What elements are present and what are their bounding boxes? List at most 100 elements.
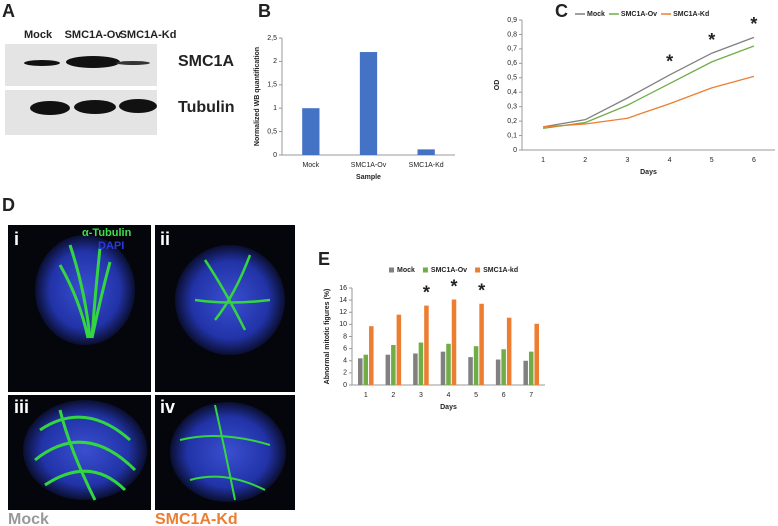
- bar: [479, 303, 484, 385]
- panel-letter: C: [555, 1, 568, 21]
- x-tick-label: 6: [752, 157, 756, 164]
- bar: [417, 149, 435, 155]
- bar: [446, 343, 451, 385]
- y-tick-label: 0,7: [507, 46, 517, 53]
- bar: [424, 305, 429, 385]
- image-label: i: [14, 229, 19, 249]
- bar: [523, 360, 528, 385]
- x-tick-label: 6: [502, 392, 506, 399]
- legend-swatch: [389, 267, 394, 273]
- bar: [359, 52, 378, 155]
- annotation: *: [708, 30, 715, 50]
- bar: [302, 108, 320, 155]
- y-tick-label: 0: [273, 152, 277, 159]
- legend-swatch: [422, 267, 428, 273]
- bar: [451, 299, 457, 385]
- band: [24, 60, 60, 66]
- legend-label: SMC1A-Ov: [431, 267, 467, 274]
- x-tick-label: 5: [474, 392, 478, 399]
- bar: [418, 342, 424, 385]
- x-tick-label: 2: [583, 157, 587, 164]
- panel-letter: E: [318, 249, 330, 269]
- image-label: ii: [160, 229, 170, 249]
- y-tick-label: 6: [343, 345, 347, 352]
- y-tick-label: 14: [339, 297, 347, 304]
- y-tick-label: 0: [513, 147, 517, 154]
- y-tick-label: 16: [339, 285, 347, 292]
- legend-label: SMC1A-kd: [483, 267, 518, 274]
- y-tick-label: 1: [273, 105, 277, 112]
- x-axis-label: Days: [440, 404, 457, 411]
- y-tick-label: 0,3: [507, 104, 517, 111]
- bar: [369, 326, 374, 385]
- y-tick-label: 0,9: [507, 17, 517, 24]
- x-tick-label: 7: [529, 392, 533, 399]
- bar: [501, 349, 506, 385]
- image-label: iv: [160, 397, 175, 417]
- y-tick-label: 0,6: [507, 60, 517, 67]
- micrograph: [155, 225, 295, 392]
- bar: [506, 317, 512, 385]
- x-tick-label: 4: [447, 392, 451, 399]
- y-axis-label: Normalized WB quantification: [254, 47, 261, 146]
- x-tick-label: SMC1A-Ov: [351, 162, 387, 169]
- line: [542, 36, 755, 128]
- y-tick-label: 2,5: [267, 35, 277, 42]
- y-axis-label: OD: [494, 80, 501, 91]
- y-tick-label: 0,5: [507, 75, 517, 82]
- bar: [385, 354, 391, 385]
- x-tick-label: 1: [541, 157, 545, 164]
- x-tick-label: 3: [419, 392, 423, 399]
- band: [119, 99, 157, 113]
- annotation: *: [666, 52, 673, 72]
- y-tick-label: 2: [273, 58, 277, 65]
- legend-label: SMC1A-Kd: [673, 11, 709, 18]
- y-tick-label: 1,5: [267, 82, 277, 89]
- lane-label: Mock: [24, 29, 53, 41]
- y-tick-label: 10: [339, 321, 347, 328]
- row-label: SMC1A: [178, 53, 234, 70]
- x-axis-label: Sample: [356, 174, 381, 181]
- image-label: iii: [14, 397, 29, 417]
- legend-label: SMC1A-Ov: [621, 11, 657, 18]
- micrograph: [8, 225, 151, 392]
- bar: [440, 351, 446, 385]
- x-tick-label: SMC1A-Kd: [409, 162, 444, 169]
- band: [30, 101, 70, 115]
- x-tick-label: Mock: [302, 162, 319, 169]
- x-tick-label: 5: [710, 157, 714, 164]
- bar: [528, 351, 534, 385]
- bar: [495, 359, 501, 385]
- micrograph: [8, 395, 151, 510]
- bar: [534, 323, 539, 385]
- y-tick-label: 0,2: [507, 118, 517, 125]
- bar: [413, 353, 418, 385]
- y-tick-label: 0,8: [507, 31, 517, 38]
- panel-letter: D: [2, 195, 15, 215]
- lane-label: SMC1A-Ov: [65, 29, 123, 41]
- legend-swatch: [475, 267, 481, 273]
- y-tick-label: 0,4: [507, 89, 517, 96]
- band: [66, 56, 120, 68]
- bar: [363, 354, 369, 385]
- legend-label: Mock: [587, 11, 605, 18]
- line: [542, 45, 755, 129]
- band: [116, 61, 150, 65]
- bar: [391, 344, 396, 385]
- line: [543, 75, 755, 128]
- y-axis-label: Abnormal mitotic figures (%): [324, 289, 331, 385]
- y-tick-label: 2: [343, 370, 347, 377]
- y-tick-label: 0,1: [507, 132, 517, 139]
- x-axis-label: Days: [640, 169, 657, 176]
- band: [74, 100, 116, 114]
- x-tick-label: 2: [391, 392, 395, 399]
- y-tick-label: 8: [343, 333, 347, 340]
- stain-label: DAPI: [98, 240, 124, 252]
- lane-label: SMC1A-Kd: [120, 29, 177, 41]
- y-tick-label: 12: [339, 309, 347, 316]
- panel-letter: B: [258, 1, 271, 21]
- bar: [396, 314, 402, 385]
- y-tick-label: 0,5: [267, 128, 277, 135]
- micrograph: [155, 395, 295, 510]
